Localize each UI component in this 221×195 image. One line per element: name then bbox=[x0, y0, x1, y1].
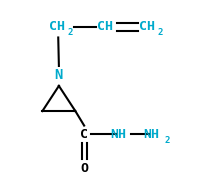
Text: CH: CH bbox=[139, 20, 155, 33]
Text: O: O bbox=[80, 162, 88, 175]
Text: NH: NH bbox=[143, 128, 159, 141]
Text: CH: CH bbox=[97, 20, 113, 33]
Text: 2: 2 bbox=[68, 28, 73, 37]
Text: CH: CH bbox=[49, 20, 65, 33]
Text: N: N bbox=[55, 68, 63, 82]
Text: 2: 2 bbox=[164, 136, 170, 145]
Text: 2: 2 bbox=[158, 28, 163, 37]
Text: C: C bbox=[80, 128, 88, 141]
Text: NH: NH bbox=[110, 128, 126, 141]
